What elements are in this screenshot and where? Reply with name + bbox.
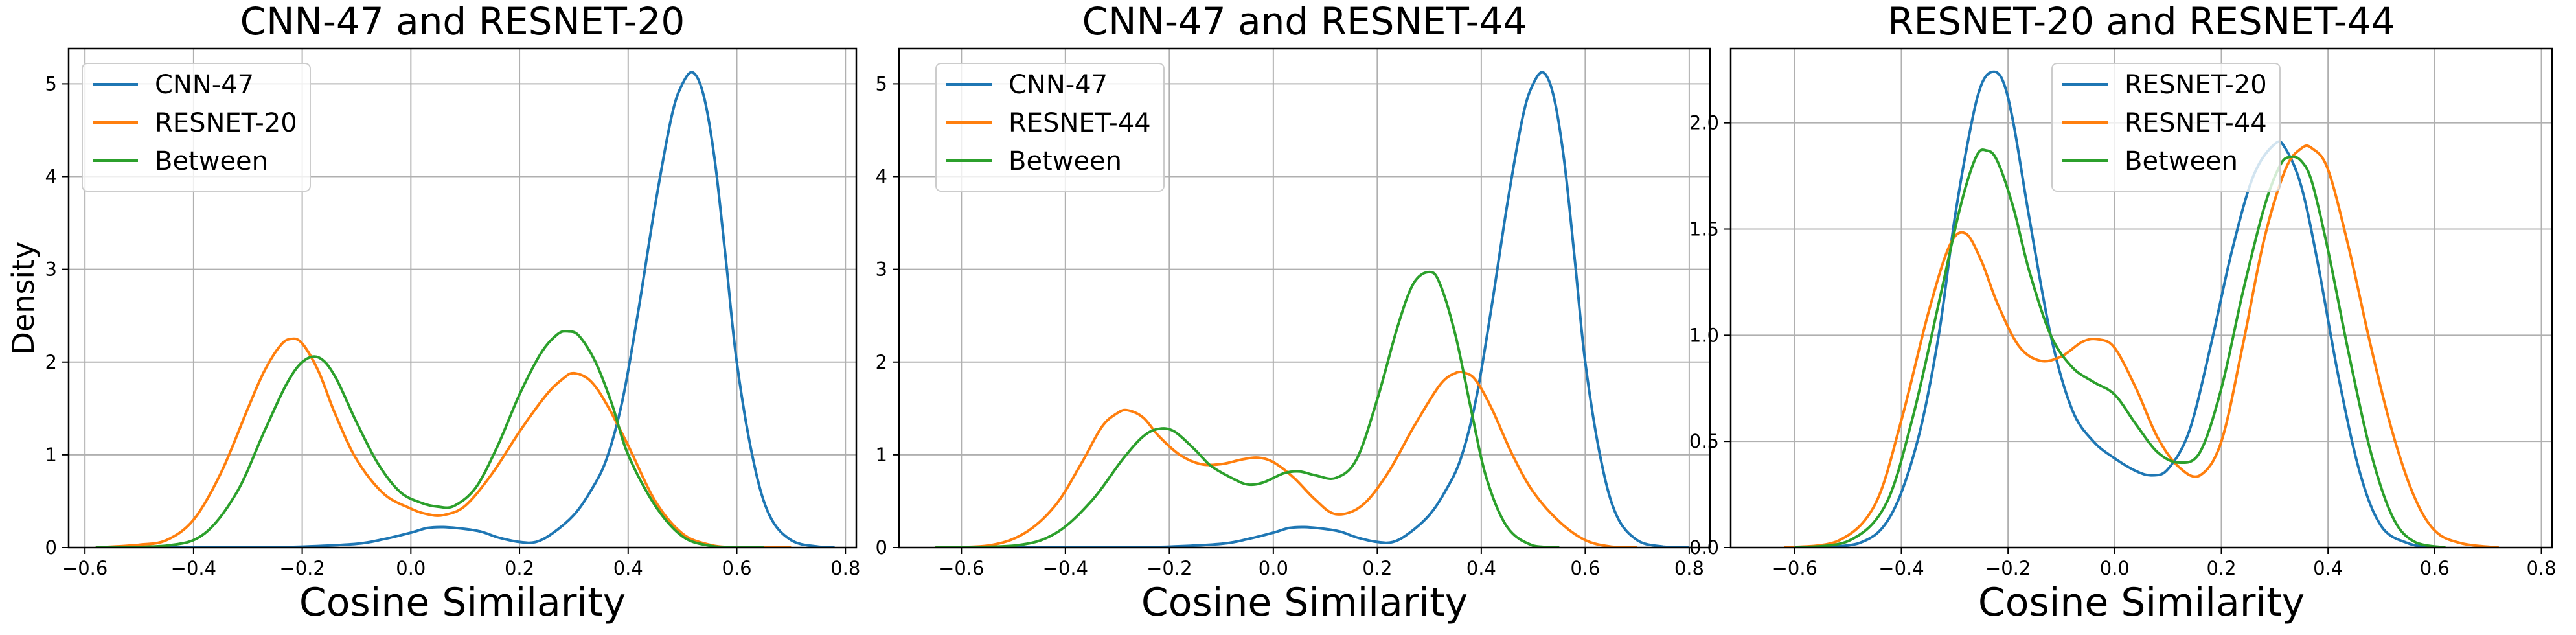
series-line-resnet-44 (935, 371, 1637, 548)
x-tick-label: −0.2 (1985, 557, 2031, 579)
chart-panel-1: CNN-47 and RESNET-20 −0.6 −0.4 −0.2 0.0 0.2 0.… (6, 0, 860, 625)
x-tick-label: −0.4 (171, 557, 216, 579)
legend-label: CNN-47 (1009, 70, 1108, 100)
y-axis-label: Density (6, 242, 41, 355)
x-tick-label: −0.6 (1772, 557, 1818, 579)
chart-panel-3: RESNET-20 and RESNET-44 −0.6 −0.4 −0.2 0.0 0.… (1689, 0, 2557, 625)
x-tick-label: 0.6 (722, 557, 751, 579)
legend-label: RESNET-44 (1009, 108, 1151, 138)
x-tick-label: −0.2 (279, 557, 325, 579)
x-tick-label: −0.4 (1878, 557, 1924, 579)
x-axis-label: Cosine Similarity (1978, 580, 2305, 625)
y-tick-label: 1 (876, 444, 887, 466)
legend-label: Between (1009, 146, 1122, 176)
y-tick-label: 4 (876, 166, 887, 188)
y-tick-label: 4 (45, 166, 57, 188)
plot-frame (898, 47, 1711, 549)
legend-label: Between (155, 146, 268, 176)
y-tick-label: 1 (45, 444, 57, 466)
series-line-cnn-47 (95, 71, 835, 548)
x-tick-label: 0.0 (1259, 557, 1288, 579)
y-tick-label: 0 (876, 537, 887, 559)
x-axis-label: Cosine Similarity (299, 580, 626, 625)
series-line-resnet-20 (95, 337, 792, 548)
x-tick-label: −0.6 (62, 557, 108, 579)
legend: CNN-47 RESNET-44 Between (935, 63, 1165, 192)
legend-label: CNN-47 (155, 70, 254, 100)
legend-box (2051, 63, 2281, 192)
y-tick-label: 0 (45, 537, 57, 559)
legend: CNN-47 RESNET-20 Between (82, 63, 311, 192)
x-tick-label: −0.2 (1146, 557, 1192, 579)
chart-title: RESNET-20 and RESNET-44 (1887, 0, 2395, 43)
series-line-between (1794, 148, 2446, 548)
legend-label: Between (2125, 146, 2238, 176)
plot-frame (1729, 47, 2553, 549)
chart-title: CNN-47 and RESNET-20 (240, 0, 685, 43)
y-tick-label: 1.5 (1689, 218, 1719, 240)
x-tick-label: 0.8 (1674, 557, 1704, 579)
x-tick-label: 0.2 (505, 557, 534, 579)
x-tick-label: 0.6 (2420, 557, 2450, 579)
x-tick-label: 0.2 (2206, 557, 2236, 579)
legend-label: RESNET-44 (2125, 108, 2267, 138)
y-tick-label: 0.5 (1689, 430, 1719, 452)
series-line-between (95, 330, 764, 548)
y-tick-label: 2 (45, 351, 57, 373)
legend-box (935, 63, 1165, 192)
chart-panel-2: CNN-47 and RESNET-44 −0.6 −0.4 −0.2 0.0 0.2 0.… (876, 0, 1711, 625)
y-tick-label: 5 (45, 73, 57, 95)
chart-title: CNN-47 and RESNET-44 (1082, 0, 1527, 43)
x-tick-label: 0.0 (396, 557, 426, 579)
y-tick-label: 5 (876, 73, 887, 95)
y-tick-label: 0.0 (1689, 537, 1719, 559)
series-line-between (935, 270, 1560, 548)
x-tick-label: 0.4 (2313, 557, 2343, 579)
series-line-cnn-47 (961, 71, 1689, 548)
x-tick-label: 0.6 (1570, 557, 1600, 579)
x-tick-label: −0.4 (1043, 557, 1088, 579)
plot-frame (67, 47, 858, 549)
x-tick-label: −0.6 (939, 557, 984, 579)
y-tick-label: 3 (876, 259, 887, 281)
x-tick-label: 0.2 (1362, 557, 1392, 579)
legend-label: RESNET-20 (155, 108, 297, 138)
y-tick-label: 2 (876, 351, 887, 373)
y-tick-label: 3 (45, 259, 57, 281)
x-tick-label: 0.0 (2100, 557, 2130, 579)
x-tick-label: 0.4 (1466, 557, 1496, 579)
x-tick-label: 0.4 (613, 557, 643, 579)
series-line-resnet-44 (1784, 144, 2499, 548)
x-tick-label: 0.8 (830, 557, 860, 579)
y-tick-label: 2.0 (1689, 112, 1719, 134)
legend-box (82, 63, 311, 192)
y-tick-label: 1.0 (1689, 324, 1719, 346)
x-axis-label: Cosine Similarity (1141, 580, 1468, 625)
x-tick-label: 0.8 (2526, 557, 2556, 579)
legend-label: RESNET-20 (2125, 70, 2267, 100)
legend: RESNET-20 RESNET-44 Between (2051, 63, 2281, 192)
